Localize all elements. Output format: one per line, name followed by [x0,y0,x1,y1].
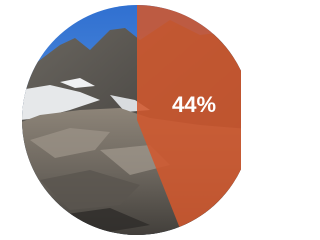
value-label: 44% [172,92,216,117]
page: {"chart_data": {"type": "pie", "values":… [0,0,320,240]
chart: 44% [0,0,241,240]
